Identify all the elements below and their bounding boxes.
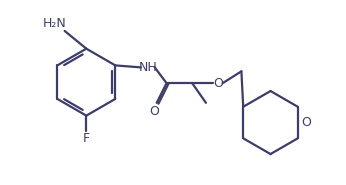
Text: F: F xyxy=(83,132,90,145)
Text: O: O xyxy=(149,105,159,118)
Text: NH: NH xyxy=(138,61,157,74)
Text: O: O xyxy=(213,77,223,90)
Text: H₂N: H₂N xyxy=(43,17,67,30)
Text: O: O xyxy=(301,116,311,129)
